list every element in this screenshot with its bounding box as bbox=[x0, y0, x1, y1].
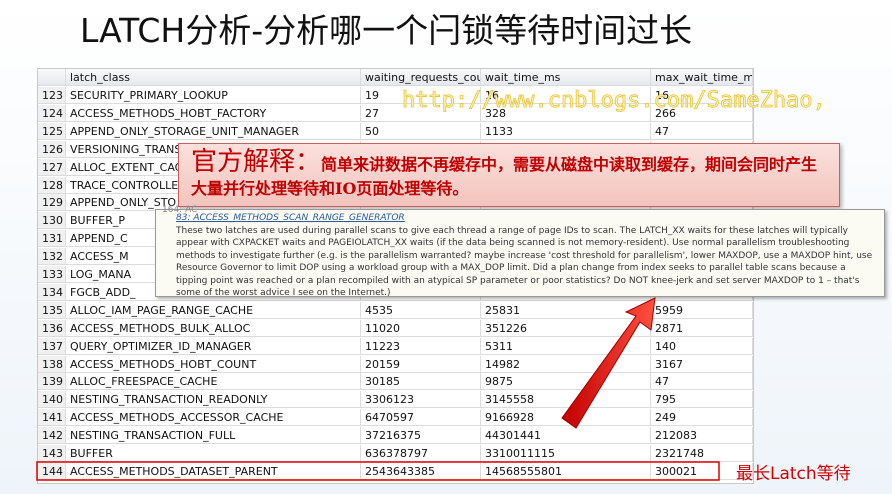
header-cell: waiting_requests_count bbox=[361, 69, 481, 86]
row-number: 125 bbox=[38, 122, 66, 140]
row-number: 142 bbox=[38, 427, 66, 445]
row-number: 140 bbox=[38, 391, 66, 409]
cell: 3306123 bbox=[361, 391, 481, 409]
cell: 2871 bbox=[651, 319, 753, 337]
row-number: 128 bbox=[38, 176, 66, 194]
cell: APPEND_ONLY_STORAGE_UNIT_MANAGER bbox=[66, 122, 361, 140]
callout-heading: 官方解释： bbox=[191, 147, 322, 177]
tooltip-prev: 164: AC bbox=[162, 205, 198, 215]
annotation: 最长Latch等待 bbox=[736, 464, 851, 484]
cell: 27 bbox=[361, 104, 481, 122]
cell: 11223 bbox=[361, 337, 481, 355]
row-number: 132 bbox=[38, 248, 66, 266]
row-number: 138 bbox=[38, 355, 66, 373]
row-number: 133 bbox=[38, 266, 66, 283]
cell: 1133 bbox=[481, 122, 651, 140]
cell: 16 bbox=[481, 87, 651, 104]
cell: 47 bbox=[651, 122, 753, 140]
highlight-box bbox=[36, 461, 720, 481]
cell: 37216375 bbox=[361, 427, 481, 445]
header-cell: max_wait_time_ms bbox=[651, 69, 753, 86]
watermark: http://www.cnblogs.com/SameZhao, bbox=[402, 88, 827, 114]
row-number: 127 bbox=[38, 158, 66, 176]
tooltip-text: These two latches are used during parall… bbox=[176, 225, 873, 299]
header-cell: latch_class bbox=[66, 69, 361, 86]
cell: 47 bbox=[651, 373, 753, 391]
cell: 30185 bbox=[361, 373, 481, 391]
cell: ACCESS_METHODS_HOBT_COUNT bbox=[66, 355, 361, 373]
row-number: 131 bbox=[38, 230, 66, 248]
cell: 16 bbox=[651, 87, 753, 104]
row-number: 139 bbox=[38, 373, 66, 391]
header-cell bbox=[38, 69, 66, 86]
cell: SECURITY_PRIMARY_LOOKUP bbox=[66, 87, 361, 104]
cell: 212083 bbox=[651, 427, 753, 445]
row-number: 130 bbox=[38, 212, 66, 230]
cell: QUERY_OPTIMIZER_ID_MANAGER bbox=[66, 337, 361, 355]
cell: 140 bbox=[651, 337, 753, 355]
cell: 14982 bbox=[481, 355, 651, 373]
row-number: 144 bbox=[38, 462, 66, 480]
cell: 5959 bbox=[651, 301, 753, 319]
tooltip-title: 83: ACCESS_METHODS_SCAN_RANGE_GENERATOR bbox=[176, 213, 405, 223]
cell: 50 bbox=[361, 122, 481, 140]
cell: 20159 bbox=[361, 355, 481, 373]
row-number: 134 bbox=[38, 283, 66, 301]
cell: 9166928 bbox=[481, 409, 651, 427]
tooltip: 164: AC 83: ACCESS_METHODS_SCAN_RANGE_GE… bbox=[155, 205, 885, 299]
cell: NESTING_TRANSACTION_READONLY bbox=[66, 391, 361, 409]
cell: 3145558 bbox=[481, 391, 651, 409]
cell: 4535 bbox=[361, 301, 481, 319]
header-cell: wait_time_ms bbox=[481, 69, 651, 86]
tooltip-title-row: 83: ACCESS_METHODS_SCAN_RANGE_GENERATOR bbox=[176, 212, 878, 225]
cell: 795 bbox=[651, 391, 753, 409]
row-number: 136 bbox=[38, 319, 66, 337]
cell: 5311 bbox=[481, 337, 651, 355]
cell: 44301441 bbox=[481, 427, 651, 445]
cell: 249 bbox=[651, 409, 753, 427]
callout: 官方解释：简单来讲数据不再缓存中，需要从磁盘中读取到缓存，期间会同时产生大量并行… bbox=[178, 143, 840, 207]
row-number: 126 bbox=[38, 140, 66, 158]
row-number: 124 bbox=[38, 104, 66, 122]
cell: NESTING_TRANSACTION_FULL bbox=[66, 427, 361, 445]
cell: ACCESS_METHODS_BULK_ALLOC bbox=[66, 319, 361, 337]
cell: ACCESS_METHODS_ACCESSOR_CACHE bbox=[66, 409, 361, 427]
cell: 328 bbox=[481, 104, 651, 122]
cell: ALLOC_IAM_PAGE_RANGE_CACHE bbox=[66, 301, 361, 319]
cell: ALLOC_FREESPACE_CACHE bbox=[66, 373, 361, 391]
callout-text: 简单来讲数据不再缓存中，需要从磁盘中读取到缓存，期间会同时产生大量并行处理等待和… bbox=[191, 155, 818, 198]
arrow bbox=[561, 297, 656, 429]
cell: 9875 bbox=[481, 373, 651, 391]
row-number: 143 bbox=[38, 445, 66, 462]
cell: 11020 bbox=[361, 319, 481, 337]
slide-title: LATCH分析-分析哪一个闩锁等待时间过长 bbox=[80, 11, 693, 50]
row-number: 137 bbox=[38, 337, 66, 355]
cell: ACCESS_METHODS_HOBT_FACTORY bbox=[66, 104, 361, 122]
cell: 6470597 bbox=[361, 409, 481, 427]
cell: 3167 bbox=[651, 355, 753, 373]
row-number: 129 bbox=[38, 194, 66, 212]
row-number: 135 bbox=[38, 301, 66, 319]
cell: 19 bbox=[361, 87, 481, 104]
row-number: 123 bbox=[38, 87, 66, 104]
cell: 266 bbox=[651, 104, 753, 122]
row-number: 141 bbox=[38, 409, 66, 427]
